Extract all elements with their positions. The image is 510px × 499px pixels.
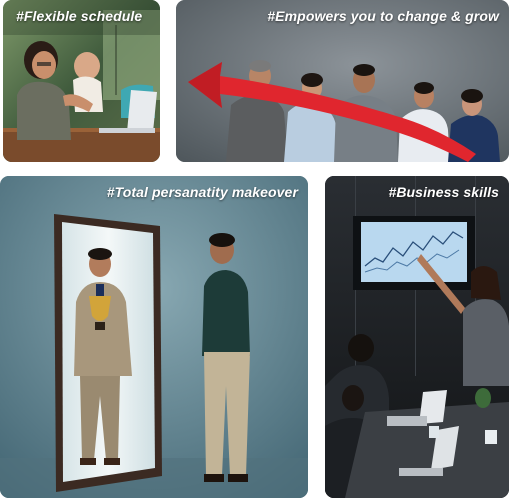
business-skills-caption: #Business skills	[388, 184, 499, 200]
team-holding-red-arrow-photo	[176, 0, 509, 162]
meeting-with-chart-screen-photo	[325, 176, 509, 498]
flexible-schedule-caption: #Flexible schedule	[16, 8, 143, 24]
man-facing-mirror-reflection-photo	[0, 176, 308, 498]
personality-makeover-card[interactable]: #Total persanatity makeover	[0, 176, 308, 498]
empowers-change-grow-caption: #Empowers you to change & grow	[267, 8, 499, 24]
personality-makeover-caption: #Total persanatity makeover	[106, 184, 298, 200]
business-skills-card[interactable]: #Business skills	[325, 176, 509, 498]
empowers-change-grow-card[interactable]: #Empowers you to change & grow	[176, 0, 509, 162]
flexible-schedule-card[interactable]: #Flexible schedule	[3, 0, 160, 162]
mother-with-baby-at-laptop-photo	[3, 0, 160, 162]
